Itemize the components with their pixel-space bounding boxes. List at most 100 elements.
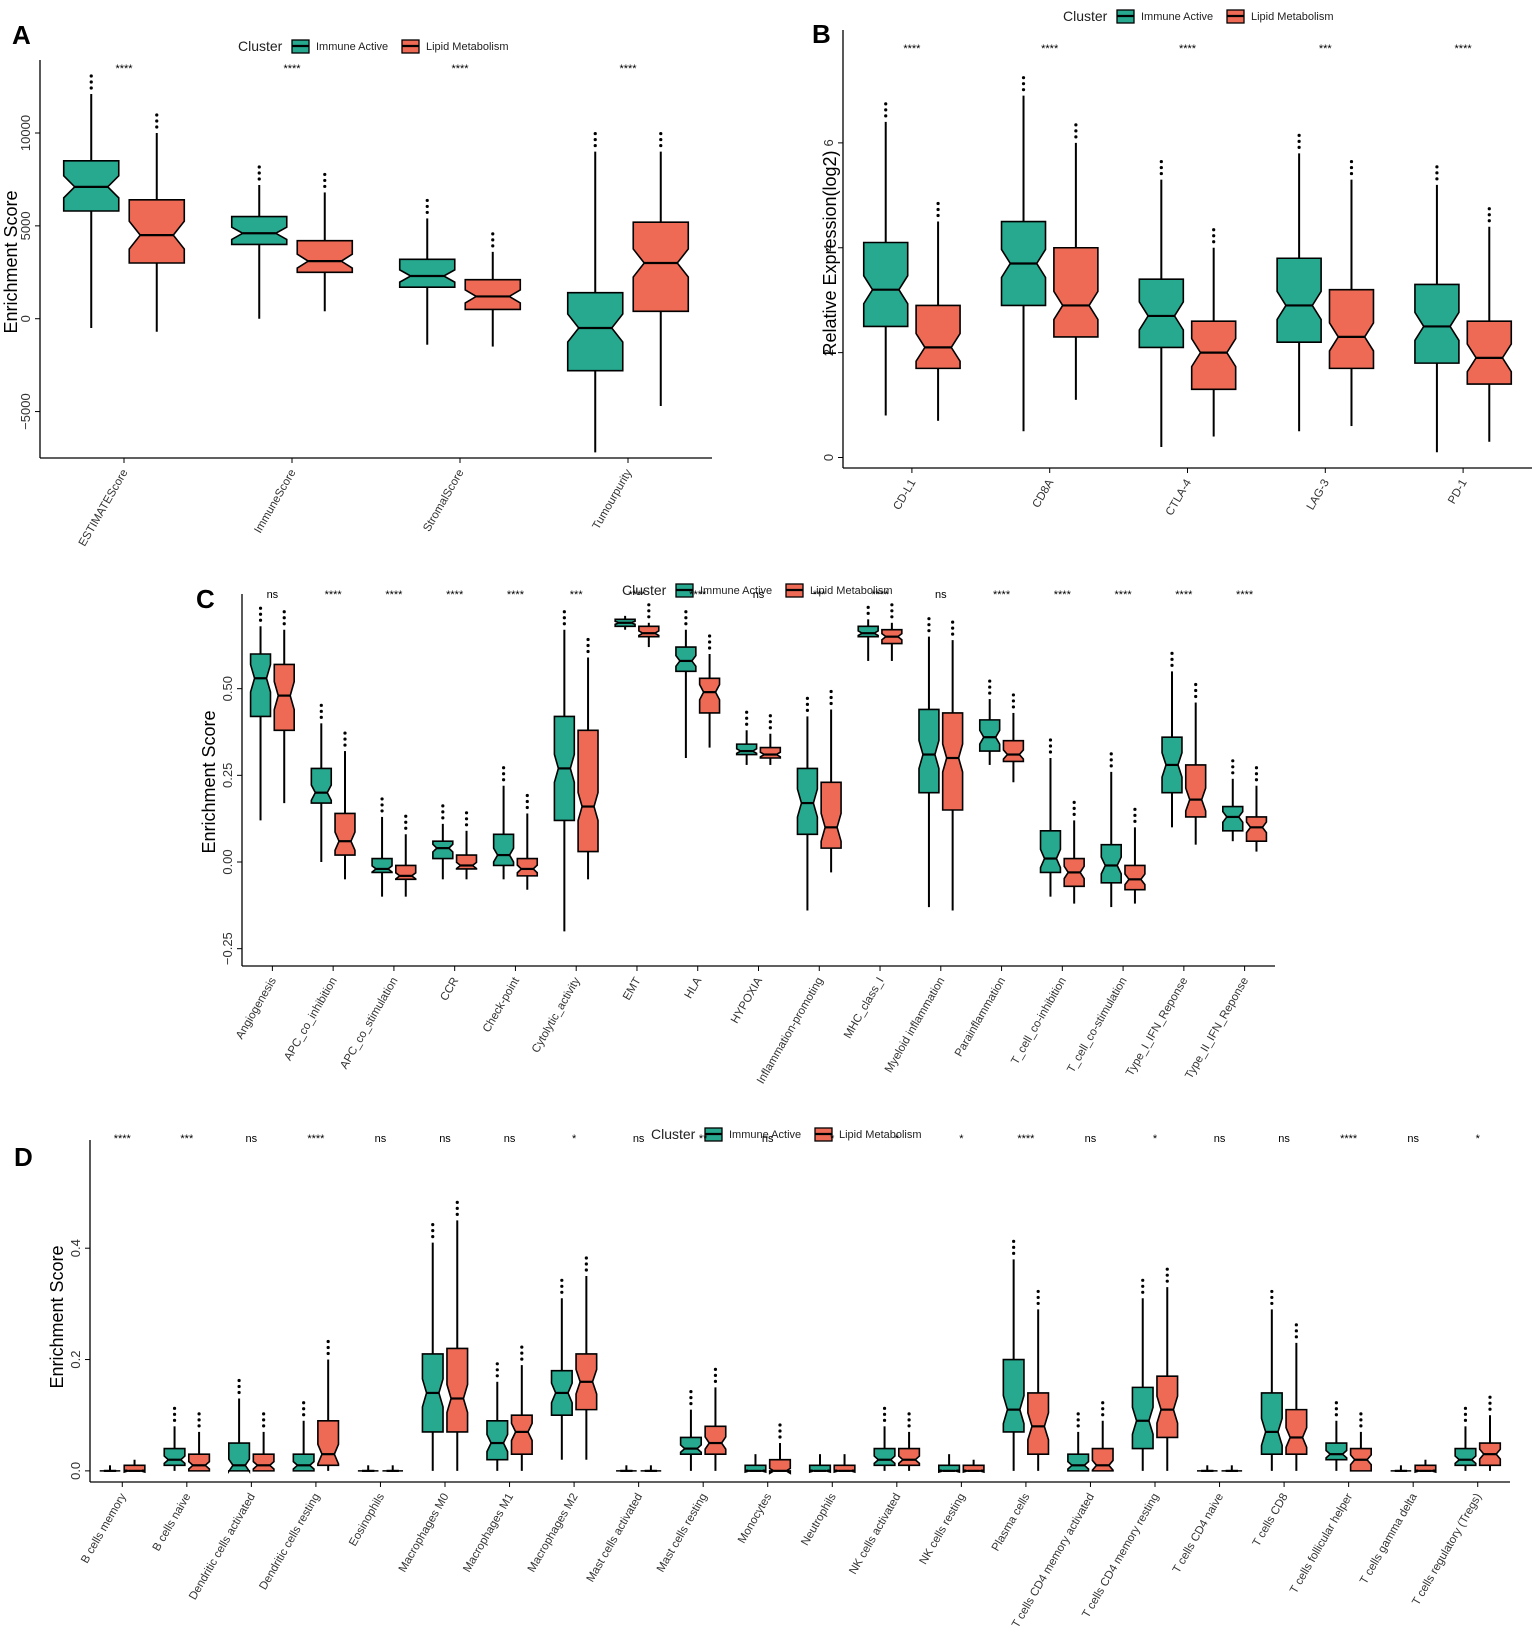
x-tick-label: HYPOXIA	[729, 975, 765, 1026]
outlier-point	[1231, 759, 1235, 763]
significance-label: ****	[115, 63, 133, 75]
outlier-point	[1488, 1401, 1492, 1405]
box-immune-active	[735, 710, 758, 765]
outlier-point	[501, 778, 506, 782]
outlier-point	[441, 816, 445, 820]
box-body	[1454, 1447, 1477, 1467]
outlier-point	[1231, 771, 1235, 775]
outlier-point	[1165, 1267, 1169, 1271]
outlier-point	[1270, 1295, 1274, 1300]
outlier-point	[689, 1402, 693, 1406]
outlier-point	[882, 1406, 887, 1410]
box-immune-active	[566, 131, 624, 453]
outlier-point	[1159, 171, 1163, 176]
x-tick-label: T cells follicular helper	[1288, 1491, 1355, 1595]
x-tick-label: Cytolytic_activity	[530, 975, 583, 1055]
box-lipid-metabolism	[640, 1465, 662, 1472]
box-lipid-metabolism	[446, 1200, 469, 1471]
box-body	[704, 1425, 727, 1455]
significance-label: ****	[628, 589, 646, 601]
outlier-point	[455, 1206, 459, 1210]
outlier-point	[1487, 219, 1491, 223]
outlier-point	[647, 609, 651, 613]
box-body	[296, 239, 354, 274]
outlier-point	[593, 143, 597, 148]
outlier-point	[951, 632, 955, 636]
box-body	[455, 854, 478, 870]
outlier-point	[890, 609, 894, 613]
box-lipid-metabolism	[1328, 159, 1375, 427]
outlier-point	[988, 691, 992, 695]
box-body	[1091, 1447, 1114, 1472]
significance-label: ****	[283, 63, 301, 75]
outlier-point	[745, 710, 749, 714]
box-body	[128, 199, 186, 264]
box-lipid-metabolism	[1053, 123, 1099, 400]
x-tick-label: Myeloid inflammation	[883, 976, 947, 1076]
significance-label: ns	[504, 1133, 516, 1145]
box-immune-active	[371, 797, 393, 897]
outlier-point	[258, 618, 263, 622]
outlier-point	[1048, 744, 1053, 748]
box-body	[759, 746, 782, 759]
box-body	[446, 1347, 469, 1433]
significance-label: *	[1476, 1133, 1481, 1145]
y-tick-label: 0.4	[68, 1239, 83, 1257]
significance-label: ns	[633, 1133, 645, 1145]
x-tick-label: Tumourpurity	[591, 467, 635, 532]
box-lipid-metabolism	[1285, 1323, 1308, 1471]
box-immune-active	[553, 610, 576, 932]
y-tick-label: 5000	[18, 211, 33, 240]
box-immune-active	[1000, 76, 1047, 432]
outlier-point	[1254, 772, 1259, 776]
significance-label: ns	[1214, 1133, 1226, 1145]
outlier-point	[464, 811, 469, 815]
legend: Cluster Immune Active Lipid Metabolism	[1063, 8, 1334, 24]
y-tick-label: 2	[821, 349, 836, 356]
x-tick-label: APC_co_inhibition	[282, 976, 339, 1063]
box-lipid-metabolism	[187, 1412, 211, 1472]
outlier-point	[1297, 133, 1301, 137]
x-tick-label: Type_I_IFN_Reponse	[1124, 976, 1190, 1079]
box-immune-active	[1138, 159, 1185, 448]
legend: Cluster Immune Active Lipid Metabolism	[622, 582, 893, 598]
box-lipid-metabolism	[273, 610, 295, 804]
outlier-point	[1021, 82, 1026, 86]
outlier-point	[525, 805, 529, 810]
outlier-point	[1141, 1290, 1145, 1294]
outlier-point	[319, 703, 323, 707]
y-tick-label: 0	[18, 315, 33, 322]
box-body	[1131, 1386, 1154, 1450]
outlier-point	[343, 743, 347, 747]
outlier-point	[1435, 171, 1439, 175]
significance-label: ****	[1340, 1133, 1358, 1145]
x-tick-label: CCR	[438, 976, 461, 1004]
outlier-point	[302, 1407, 306, 1411]
significance-label: ****	[689, 589, 707, 601]
legend-label: Lipid Metabolism	[810, 585, 893, 597]
significance-label: ****	[1115, 589, 1133, 601]
box-body	[398, 258, 456, 288]
outlier-point	[866, 611, 870, 615]
box-body	[1067, 1453, 1090, 1472]
box-lipid-metabolism	[510, 1345, 533, 1471]
significance-label: ****	[871, 589, 889, 601]
box-immune-active	[1222, 759, 1244, 842]
outlier-point	[684, 610, 688, 614]
box-lipid-metabolism	[334, 731, 356, 880]
outlier-point	[380, 809, 384, 813]
x-tick-label: StromalScore	[421, 468, 466, 534]
x-tick-label: PD-1	[1446, 478, 1469, 507]
significance-label: *	[572, 1133, 577, 1145]
y-tick-label: 0.50	[220, 676, 235, 701]
box-body	[1222, 805, 1244, 832]
box-lipid-metabolism	[881, 603, 903, 661]
significance-label: ns	[753, 589, 765, 601]
outlier-point	[197, 1412, 201, 1416]
outlier-point	[1334, 1407, 1338, 1411]
outlier-point	[172, 1418, 177, 1422]
outlier-point	[491, 232, 495, 236]
significance-label: ***	[1319, 43, 1333, 55]
box-lipid-metabolism	[1156, 1267, 1179, 1471]
box-body	[577, 729, 599, 853]
